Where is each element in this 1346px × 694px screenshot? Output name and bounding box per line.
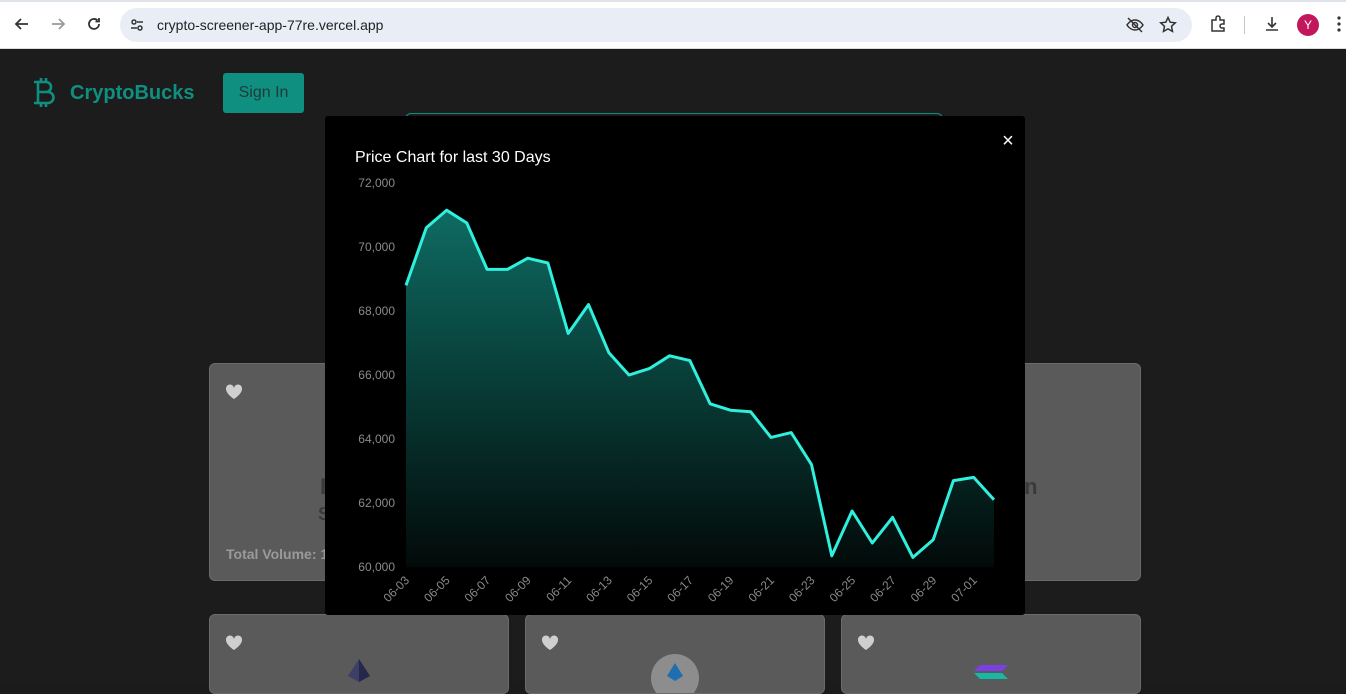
reload-icon[interactable] xyxy=(82,12,106,36)
tabstrip-edge xyxy=(0,0,1346,2)
x-tick-label: 06-11 xyxy=(543,573,574,604)
price-point[interactable] xyxy=(585,302,591,308)
heart-icon[interactable] xyxy=(541,635,559,651)
price-point[interactable] xyxy=(930,537,936,543)
price-chart-modal: Price Chart for last 30 Days × 72,000 70,… xyxy=(325,116,1025,615)
x-tick-label: 06-29 xyxy=(908,573,940,605)
price-point[interactable] xyxy=(971,474,977,480)
price-area xyxy=(406,210,994,567)
star-icon[interactable] xyxy=(1159,16,1177,34)
price-point[interactable] xyxy=(788,430,794,436)
x-tick-label: 06-21 xyxy=(745,573,777,605)
price-point[interactable] xyxy=(707,401,713,407)
staked-ether-icon xyxy=(651,654,699,693)
x-tick-label: 06-05 xyxy=(421,573,453,605)
forward-icon[interactable] xyxy=(46,12,70,36)
price-point[interactable] xyxy=(484,266,490,272)
heart-icon[interactable] xyxy=(225,384,243,400)
price-point[interactable] xyxy=(849,508,855,514)
y-tick-label: 64,000 xyxy=(358,432,395,446)
price-point[interactable] xyxy=(545,260,551,266)
bitcoin-icon xyxy=(34,78,55,107)
price-point[interactable] xyxy=(950,478,956,484)
profile-avatar[interactable]: Y xyxy=(1297,14,1319,36)
price-point[interactable] xyxy=(687,358,693,364)
y-tick-label: 62,000 xyxy=(358,496,395,510)
coin-card[interactable] xyxy=(841,614,1141,694)
price-point[interactable] xyxy=(910,554,916,560)
close-icon[interactable]: × xyxy=(1002,130,1014,152)
solana-icon xyxy=(974,665,1008,679)
price-point[interactable] xyxy=(606,350,612,356)
price-point[interactable] xyxy=(626,372,632,378)
x-tick-label: 06-09 xyxy=(502,573,534,605)
eye-slash-icon[interactable] xyxy=(1126,16,1144,34)
x-tick-label: 06-23 xyxy=(786,573,818,605)
modal-title: Price Chart for last 30 Days xyxy=(355,149,551,166)
price-point[interactable] xyxy=(423,225,429,231)
download-icon[interactable] xyxy=(1260,12,1284,36)
x-tick-label: 07-01 xyxy=(948,573,980,605)
menu-icon[interactable] xyxy=(1332,12,1346,36)
x-tick-label: 06-13 xyxy=(583,573,615,605)
x-tick-label: 06-17 xyxy=(664,573,696,605)
price-point[interactable] xyxy=(504,266,510,272)
y-tick-label: 66,000 xyxy=(358,368,395,382)
price-chart: 72,000 70,000 68,000 66,000 64,000 62,000 60,0… xyxy=(358,176,997,605)
x-tick-label: 06-19 xyxy=(705,573,737,605)
x-tick-label: 06-27 xyxy=(867,573,899,605)
browser-toolbar: crypto-screener-app-77re.vercel.app Y xyxy=(0,0,1346,49)
y-tick-label: 68,000 xyxy=(358,304,395,318)
price-point[interactable] xyxy=(727,407,733,413)
price-point[interactable] xyxy=(829,553,835,559)
price-point[interactable] xyxy=(809,462,815,468)
total-volume-label: Total Volume: 1 xyxy=(226,546,329,562)
price-point[interactable] xyxy=(667,353,673,359)
price-point[interactable] xyxy=(890,514,896,520)
price-point[interactable] xyxy=(565,330,571,336)
extensions-icon[interactable] xyxy=(1206,12,1230,36)
price-point[interactable] xyxy=(991,497,997,503)
url-text[interactable]: crypto-screener-app-77re.vercel.app xyxy=(157,17,384,33)
price-point[interactable] xyxy=(646,366,652,372)
y-tick-label: 70,000 xyxy=(358,240,395,254)
brand-name: CryptoBucks xyxy=(70,81,195,104)
y-tick-label: 72,000 xyxy=(358,176,395,190)
brand-logo[interactable]: CryptoBucks xyxy=(32,77,194,109)
back-icon[interactable] xyxy=(10,12,34,36)
heart-icon[interactable] xyxy=(225,635,243,651)
x-tick-label: 06-07 xyxy=(462,573,494,605)
heart-icon[interactable] xyxy=(857,635,875,651)
price-line xyxy=(404,208,996,559)
coin-card[interactable] xyxy=(209,614,509,694)
price-point[interactable] xyxy=(444,207,450,213)
price-point[interactable] xyxy=(768,434,774,440)
x-tick-label: 06-03 xyxy=(381,573,413,605)
price-point[interactable] xyxy=(748,409,754,415)
site-settings-icon[interactable] xyxy=(128,16,146,34)
price-point[interactable] xyxy=(525,255,531,261)
y-tick-label: 60,000 xyxy=(358,560,395,574)
ethereum-icon xyxy=(348,659,370,682)
price-point[interactable] xyxy=(403,282,409,288)
toolbar-divider xyxy=(1244,16,1245,34)
coin-card[interactable] xyxy=(525,614,825,694)
price-point[interactable] xyxy=(869,540,875,546)
x-tick-label: 06-25 xyxy=(827,573,859,605)
x-tick-label: 06-15 xyxy=(624,573,656,605)
sign-in-button[interactable]: Sign In xyxy=(223,73,304,113)
address-bar[interactable]: crypto-screener-app-77re.vercel.app xyxy=(120,8,1192,42)
price-point[interactable] xyxy=(464,220,470,226)
